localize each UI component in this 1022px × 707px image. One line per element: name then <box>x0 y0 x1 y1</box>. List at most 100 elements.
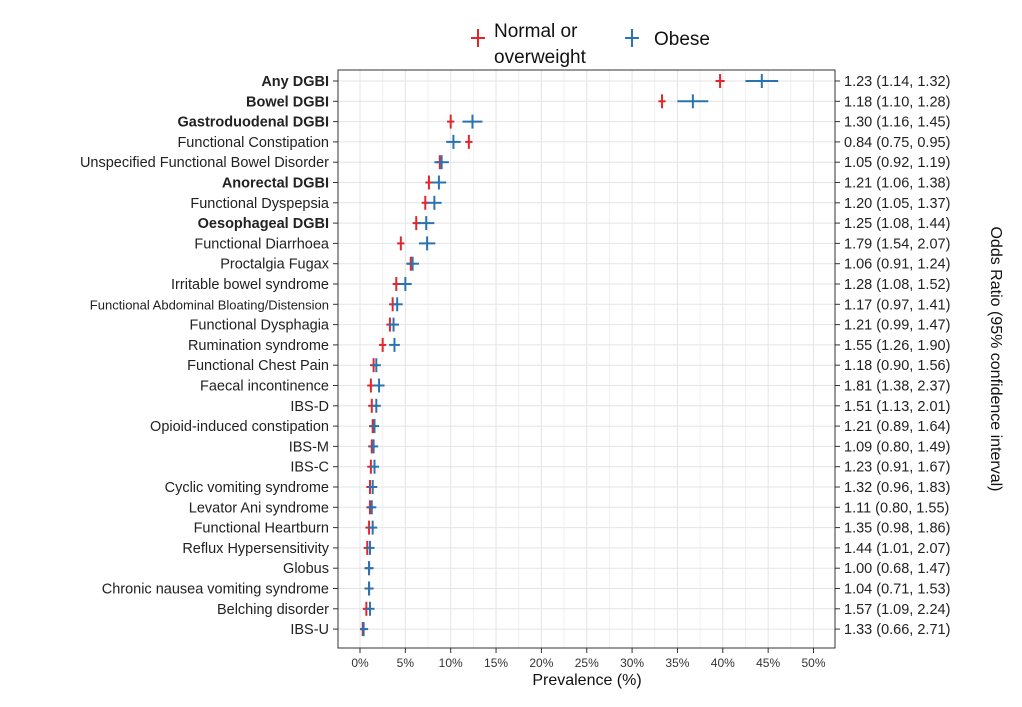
category-label: Proctalgia Fugax <box>220 257 330 273</box>
category-label: Reflux Hypersensitivity <box>182 541 329 557</box>
point-obese <box>364 561 374 576</box>
legend-label-normal-line2: overweight <box>494 47 587 68</box>
point-normal <box>379 337 387 352</box>
point-normal <box>658 94 666 109</box>
right-axis-title: Odds Ratio (95% confidence interval) <box>987 226 1004 491</box>
category-label: IBS-D <box>290 399 329 415</box>
x-tick-label: 20% <box>529 656 553 670</box>
legend-label-normal-line1: Normal or <box>494 21 578 42</box>
x-tick-label: 5% <box>397 656 415 670</box>
odds-ratio-label: 1.23 (0.91, 1.67) <box>844 460 950 476</box>
x-tick-label: 15% <box>484 656 508 670</box>
odds-ratio-label: 1.25 (1.08, 1.44) <box>844 216 950 232</box>
odds-ratio-label: 1.18 (1.10, 1.28) <box>844 94 950 110</box>
category-labels: Any DGBI Bowel DGBI Gastroduodenal DGBI Fun… <box>80 74 338 638</box>
category-label: Functional Constipation <box>177 135 329 151</box>
point-obese <box>389 337 400 352</box>
point-normal <box>367 378 375 393</box>
category-label: Oesophageal DGBI <box>198 216 329 232</box>
point-obese <box>364 581 374 596</box>
point-obese <box>462 114 483 129</box>
point-obese <box>365 540 375 555</box>
odds-ratio-label: 1.17 (0.97, 1.41) <box>844 297 950 313</box>
x-tick-label: 0% <box>351 656 369 670</box>
odds-ratio-label: 1.44 (1.01, 2.07) <box>844 541 950 557</box>
category-label: IBS-U <box>290 622 329 638</box>
point-obese <box>418 216 435 231</box>
category-label: Cyclic vomiting syndrome <box>165 480 329 496</box>
odds-ratio-label: 1.21 (0.99, 1.47) <box>844 318 950 334</box>
point-normal <box>392 277 400 291</box>
odds-ratio-label: 1.20 (1.05, 1.37) <box>844 196 950 212</box>
category-label: Levator Ani syndrome <box>189 500 329 516</box>
category-label: Functional Chest Pain <box>187 358 329 374</box>
point-obese <box>431 175 447 190</box>
odds-ratio-label: 1.23 (1.14, 1.32) <box>844 74 950 90</box>
point-obese <box>391 297 403 312</box>
odds-ratio-label: 1.21 (1.06, 1.38) <box>844 176 950 192</box>
point-obese <box>369 439 379 454</box>
odds-ratio-label: 1.05 (0.92, 1.19) <box>844 155 950 171</box>
point-obese <box>371 358 381 373</box>
category-label: Gastroduodenal DGBI <box>178 115 329 131</box>
category-label: Globus <box>283 561 329 577</box>
data-marks <box>360 74 779 637</box>
point-obese <box>360 622 369 637</box>
point-obese <box>434 155 449 170</box>
odds-ratio-labels: 1.23 (1.14, 1.32) 1.18 (1.10, 1.28) 1.30 (… <box>835 74 950 638</box>
point-obese <box>368 520 378 535</box>
odds-ratio-label: 1.04 (0.71, 1.53) <box>844 582 950 598</box>
odds-ratio-label: 1.81 (1.38, 2.37) <box>844 379 950 395</box>
odds-ratio-label: 1.33 (0.66, 2.71) <box>844 622 950 638</box>
category-label: Faecal incontinence <box>200 379 329 395</box>
category-label: IBS-M <box>289 439 329 455</box>
odds-ratio-label: 1.57 (1.09, 2.24) <box>844 602 950 618</box>
point-obese <box>367 500 377 515</box>
category-label: Functional Abdominal Bloating/Distension <box>90 297 329 312</box>
point-normal <box>447 114 455 129</box>
category-label: Belching disorder <box>217 602 329 618</box>
odds-ratio-label: 1.18 (0.90, 1.56) <box>844 358 950 374</box>
category-label: Bowel DGBI <box>246 94 329 110</box>
point-obese <box>369 459 380 474</box>
odds-ratio-label: 1.28 (1.08, 1.52) <box>844 277 950 293</box>
odds-ratio-label: 0.84 (0.75, 0.95) <box>844 135 950 151</box>
category-label: Any DGBI <box>261 74 329 90</box>
odds-ratio-label: 1.00 (0.68, 1.47) <box>844 561 950 577</box>
point-obese <box>745 74 779 88</box>
x-tick-label: 35% <box>665 656 689 670</box>
point-normal <box>715 74 725 88</box>
point-obese <box>388 317 400 332</box>
category-label: Chronic nausea vomiting syndrome <box>102 582 329 598</box>
category-label: Irritable bowel syndrome <box>171 277 329 293</box>
point-obese <box>406 256 419 271</box>
x-axis-ticks: 0% 5% 10% 15% 20% 25% 30% 35% 40% 45% 50% <box>351 648 826 670</box>
category-label: Opioid-induced constipation <box>150 419 329 435</box>
odds-ratio-label: 1.11 (0.80, 1.55) <box>844 500 949 516</box>
x-tick-label: 30% <box>620 656 644 670</box>
category-label: Functional Diarrhoea <box>194 236 330 252</box>
x-axis-title: Prevalence (%) <box>532 672 641 689</box>
point-normal <box>465 134 473 149</box>
x-tick-label: 50% <box>801 656 825 670</box>
point-obese <box>369 419 380 434</box>
legend-marker-obese <box>625 29 639 47</box>
point-obese <box>373 378 385 393</box>
odds-ratio-label: 1.32 (0.96, 1.83) <box>844 480 950 496</box>
category-label: Functional Dyspepsia <box>190 196 330 212</box>
point-obese <box>446 134 461 149</box>
point-obese <box>371 398 381 413</box>
category-label: Rumination syndrome <box>188 338 329 354</box>
category-label: IBS-C <box>290 460 329 476</box>
odds-ratio-label: 1.30 (1.16, 1.45) <box>844 115 950 131</box>
category-label: Unspecified Functional Bowel Disorder <box>80 155 329 171</box>
odds-ratio-label: 1.35 (0.98, 1.86) <box>844 521 950 537</box>
x-tick-label: 25% <box>575 656 599 670</box>
odds-ratio-label: 1.79 (1.54, 2.07) <box>844 236 950 252</box>
category-label: Anorectal DGBI <box>222 176 329 192</box>
point-obese <box>418 236 436 251</box>
odds-ratio-label: 1.06 (0.91, 1.24) <box>844 257 950 273</box>
point-obese <box>368 480 378 494</box>
point-obese <box>427 195 442 210</box>
